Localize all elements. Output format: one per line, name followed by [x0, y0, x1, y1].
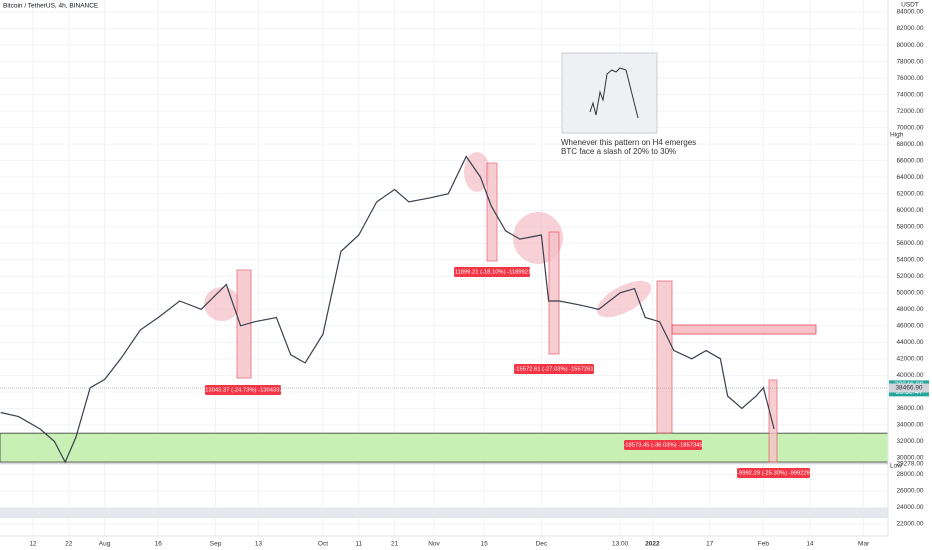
x-tick-label: 13:00	[612, 541, 629, 548]
layer: 22000.00 24000.00 26000.00 28000.00 30000.00…	[0, 9, 929, 548]
y-tick-label: 46000.00	[896, 323, 923, 330]
y-tick-label: 76000.00	[896, 75, 923, 82]
volume-band	[0, 508, 888, 518]
pattern-ellipse	[204, 287, 240, 321]
y-tick-label: 24000.00	[896, 504, 923, 511]
y-tick-label: 52000.00	[896, 273, 923, 280]
y-tick-label: 54000.00	[896, 256, 923, 263]
y-tick-label: 62000.00	[896, 190, 923, 197]
x-tick-label: 17	[706, 541, 714, 548]
x-tick-label: Dec	[536, 541, 548, 548]
y-tick-label: 34000.00	[896, 422, 923, 429]
inset-box	[561, 52, 658, 134]
x-tick-label: 22	[65, 541, 73, 548]
y-tick-label: 84000.00	[896, 9, 923, 16]
inset-sketch	[589, 67, 639, 119]
drop-box	[486, 162, 498, 262]
y-tick-label: 72000.00	[896, 108, 923, 115]
x-tick-label: Nov	[428, 541, 440, 548]
drop-box	[768, 379, 778, 463]
drop-box	[236, 269, 252, 379]
y-tick-label: 78000.00	[896, 58, 923, 65]
drop-box	[548, 231, 560, 355]
grid	[0, 0, 889, 536]
x-tick-label: 2022	[645, 541, 660, 548]
y-tick-label: 60000.00	[896, 207, 923, 214]
y-tick-label: 42000.00	[896, 356, 923, 363]
y-tick-label: 28000.00	[896, 471, 923, 478]
y-tick-label: 64000.00	[896, 174, 923, 181]
x-tick-label: Feb	[758, 541, 770, 548]
unit: USDT	[901, 2, 919, 9]
y-tick-label: 70000.00	[896, 124, 923, 131]
x-tick-label: 12	[29, 541, 37, 548]
support-zone	[0, 432, 889, 463]
drop-label-bg	[514, 364, 594, 374]
y-tick-label: 40000.00	[896, 372, 923, 379]
pattern-ellipse	[596, 280, 652, 318]
x-tick-label: 11	[355, 541, 362, 548]
y-tick-label: 26000.00	[896, 488, 923, 495]
x-tick-label: 15	[480, 541, 488, 548]
y-tick-label: 82000.00	[896, 25, 923, 32]
drop-label: -13043.37 (-24.73%) -1304337	[203, 388, 282, 394]
drop-label-bg	[205, 385, 281, 395]
y-tick-label: 80000.00	[896, 42, 923, 49]
drop-label: -9992.29 (-25.30%) -999229	[737, 471, 810, 477]
drop-label-bg	[737, 468, 810, 478]
y-tick-label: 74000.00	[896, 91, 923, 98]
y-tick-label: 36000.00	[896, 405, 923, 412]
y-tick-label: 30000.00	[896, 455, 923, 462]
resistance-box	[671, 324, 817, 335]
y-tick-label: 50000.00	[896, 289, 923, 296]
x-tick-label: 21	[391, 541, 399, 548]
price-tag-label: 38466.90	[895, 385, 922, 392]
y-tick-label: 58000.00	[896, 223, 923, 230]
y-tick-label: 44000.00	[896, 339, 923, 346]
price-tag	[889, 383, 929, 393]
y-tick-label: 22000.00	[896, 521, 923, 528]
countdown: 03:50:47	[895, 389, 922, 396]
x-tick-label: Sep	[210, 541, 222, 548]
high-label: High	[890, 132, 904, 139]
x-tick-label: Aug	[99, 541, 111, 548]
x-tick-label: Oct	[318, 541, 328, 548]
y-tick-label: 56000.00	[896, 240, 923, 247]
y-tick-label: 32000.00	[896, 438, 923, 445]
drop-box	[656, 280, 673, 434]
note: BTC face a slash of 20% to 30%	[561, 147, 676, 156]
drop-label: -11899.21 (-18.10%) -1189921	[453, 270, 531, 276]
price-axis	[888, 0, 932, 550]
y-tick-label: 68000.00	[896, 141, 923, 148]
drop-label: -15572.61 (-27.03%) -1557261	[514, 367, 593, 373]
low-price-label: 29278.00	[896, 461, 923, 468]
low-label: Low	[890, 463, 902, 470]
note: Whenever this pattern on H4 emerges	[561, 138, 696, 147]
chart-title: Bitcoin / TetherUS, 4h, BINANCE	[3, 3, 99, 10]
price-line	[0, 155, 775, 464]
x-tick-label: Mar	[858, 541, 870, 548]
x-tick-label: 16	[155, 541, 163, 548]
drop-label-bg	[624, 440, 702, 450]
x-tick-label: 13	[255, 541, 263, 548]
drop-label: -18573.45 (-36.03%) -1857345	[623, 443, 702, 449]
y-tick-label: 48000.00	[896, 306, 923, 313]
drop-label-bg	[454, 267, 530, 277]
x-tick-label: 14	[806, 541, 814, 548]
y-tick-label: 66000.00	[896, 157, 923, 164]
